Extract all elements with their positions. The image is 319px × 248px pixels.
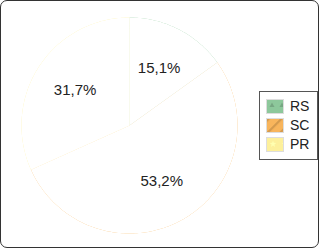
html-text:SC: SC (290, 117, 310, 133)
svg-text:53,2%: 53,2% (141, 172, 184, 189)
svg-text:15,1%: 15,1% (138, 59, 181, 76)
html-text:PR: PR (290, 136, 310, 152)
html-text:RS: RS (290, 98, 310, 114)
svg-text:31,7%: 31,7% (54, 81, 97, 98)
